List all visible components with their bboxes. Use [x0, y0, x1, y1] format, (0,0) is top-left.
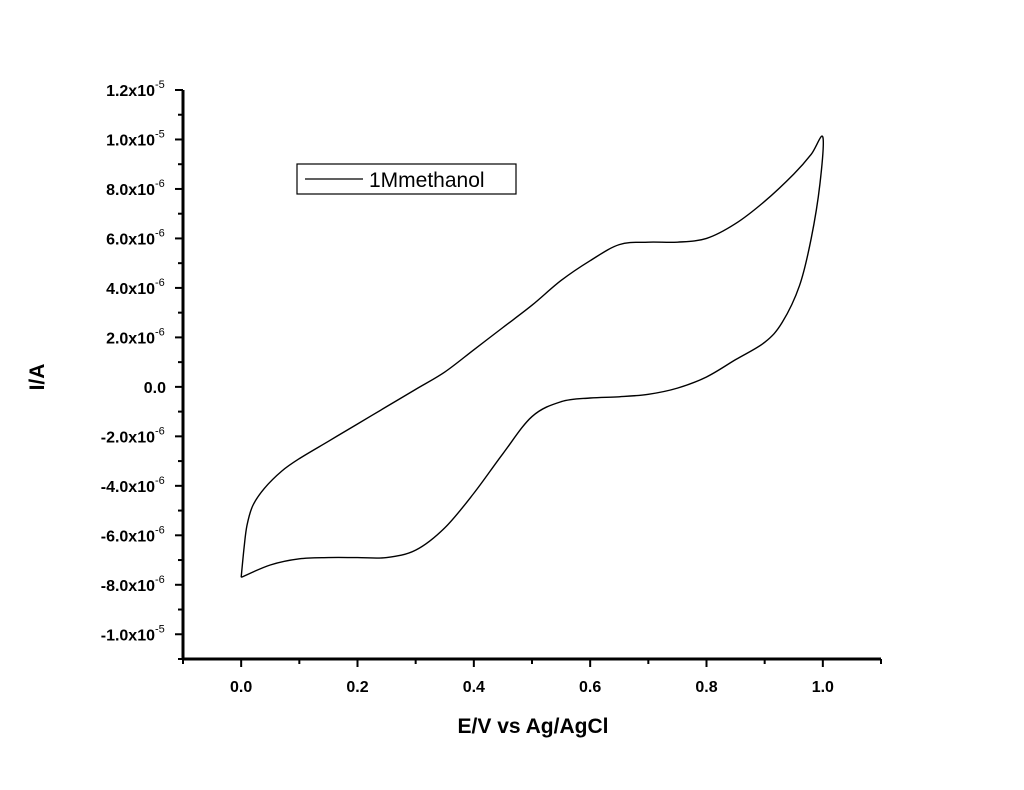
y-tick-label: 6.0x10: [106, 231, 155, 248]
y-tick-label-exponent: -5: [155, 128, 165, 140]
legend: 1Mmethanol: [296, 163, 517, 195]
x-tick-label: 0.6: [579, 679, 601, 696]
y-tick-label: 1.0x10: [106, 132, 155, 149]
axes-group: 1.2x10 -51.0x10 -58.0x10 -66.0x10 -64.0x10 -6…: [101, 79, 882, 696]
y-tick-label: -6.0x10: [101, 528, 155, 545]
y-tick-label: 0.0: [144, 380, 166, 397]
y-tick-label: -4.0x10: [101, 479, 155, 496]
x-tick-label: 0.8: [695, 679, 717, 696]
y-tick-label: 8.0x10: [106, 182, 155, 199]
x-tick-label: 0.4: [463, 679, 485, 696]
series-line-1mmethanol: [240, 135, 824, 579]
y-axis-title: I/A: [26, 364, 49, 391]
y-tick-label-exponent: -6: [155, 277, 165, 289]
y-tick-label-exponent: -5: [155, 623, 165, 635]
y-axis-ticks: 1.2x10 -51.0x10 -58.0x10 -66.0x10 -64.0x10 -6…: [101, 79, 183, 660]
y-tick-label-exponent: -5: [155, 79, 165, 91]
y-tick-label: 2.0x10: [106, 330, 155, 347]
y-tick-label-exponent: -6: [155, 524, 165, 536]
x-axis-ticks: 0.0 0.2 0.4 0.6 0.8 1.0: [182, 659, 882, 696]
y-tick-label: -1.0x10: [101, 627, 155, 644]
series-layer: [240, 135, 824, 579]
y-tick-label-exponent: -6: [155, 326, 165, 338]
x-tick-label: 0.0: [230, 679, 252, 696]
y-tick-label: -2.0x10: [101, 429, 155, 446]
y-tick-label: -8.0x10: [101, 578, 155, 595]
x-tick-label: 0.2: [346, 679, 368, 696]
y-tick-label-exponent: -6: [155, 425, 165, 437]
y-tick-label: 1.2x10: [106, 83, 155, 100]
y-tick-label: 4.0x10: [106, 281, 155, 298]
y-tick-label-exponent: -6: [155, 574, 165, 586]
y-tick-label-exponent: -6: [155, 178, 165, 190]
legend-label-1mmethanol: 1Mmethanol: [369, 169, 485, 192]
y-tick-label-exponent: -6: [155, 475, 165, 487]
y-tick-label-exponent: -6: [155, 227, 165, 239]
x-axis-title: E/V vs Ag/AgCl: [458, 715, 609, 738]
x-tick-label: 1.0: [812, 679, 834, 696]
